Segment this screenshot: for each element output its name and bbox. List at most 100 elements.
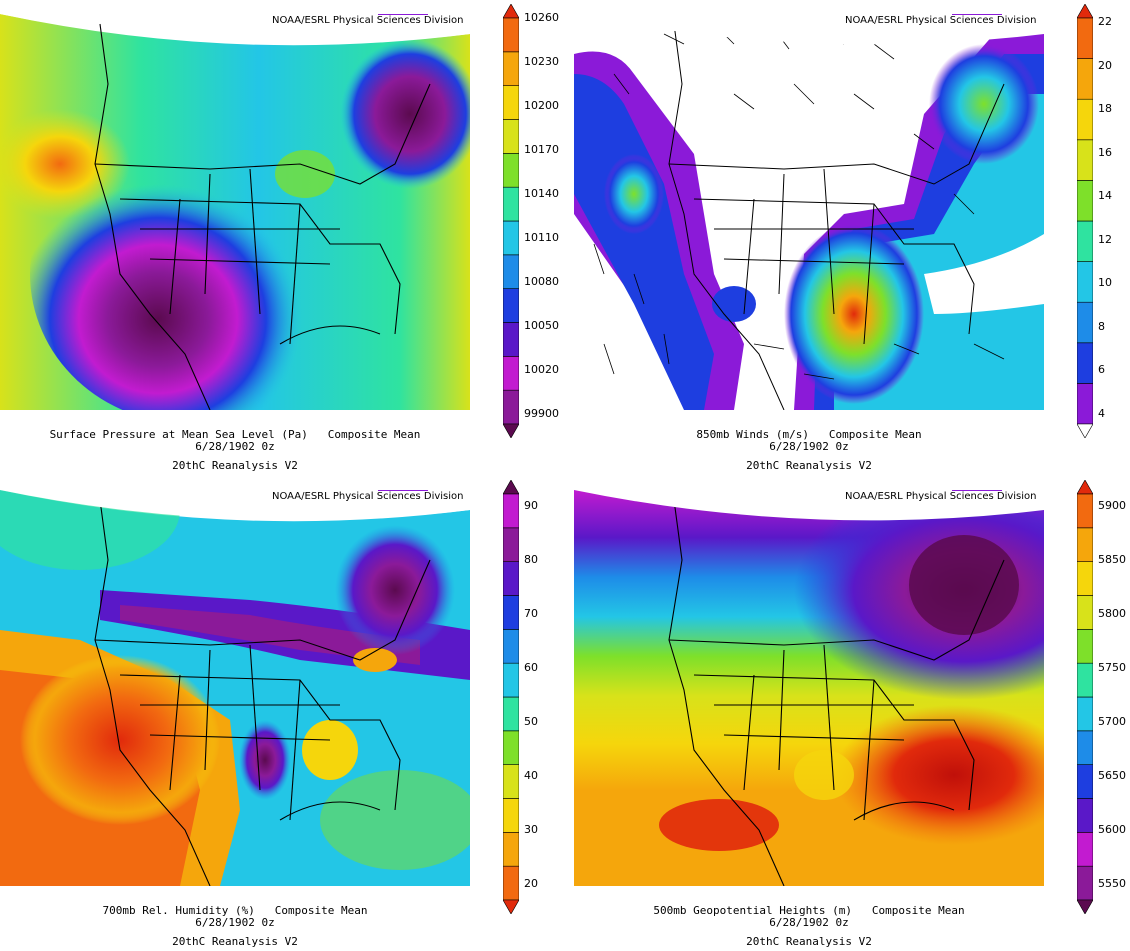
scale-tick-label: 30 <box>524 823 538 836</box>
scale-color-band <box>1077 798 1093 833</box>
rh-color-scale <box>503 480 519 914</box>
scale-tick-label: 10110 <box>524 231 559 244</box>
panel-credit: NOAA/ESRL Physical Sciences Division <box>845 491 1037 502</box>
panel-caption-line2: 6/28/1902 0z <box>769 916 849 929</box>
scale-tick-label: 10 <box>1098 276 1112 290</box>
scale-bottom-arrow <box>503 423 519 438</box>
panel-credit: NOAA/ESRL Physical Sciences Division <box>845 15 1037 26</box>
credit-underline <box>378 490 428 491</box>
scale-tick-label: 5550 <box>1098 877 1126 890</box>
scale-tick-label: 18 <box>1098 102 1112 116</box>
scale-color-band <box>1077 696 1093 732</box>
scale-tick-label: 8 <box>1098 319 1105 333</box>
scale-tick-label: 16 <box>1098 145 1112 159</box>
scale-color-band <box>1077 527 1093 562</box>
scale-color-band <box>503 696 519 732</box>
scale-tick-label: 6 <box>1098 363 1105 377</box>
scale-tick-label: 5850 <box>1098 553 1126 566</box>
coastline-lines <box>94 499 431 886</box>
scale-tick-label: 20 <box>1098 58 1112 72</box>
slp-color-scale <box>503 4 519 438</box>
scale-color-band <box>1077 342 1093 384</box>
credit-underline <box>952 490 1002 491</box>
credit-underline <box>378 14 428 15</box>
scale-bottom-arrow <box>1077 423 1093 438</box>
scale-tick-label: 5600 <box>1098 823 1126 836</box>
scale-top-arrow <box>1077 4 1093 19</box>
panel-caption-line1: Surface Pressure at Mean Sea Level (Pa) … <box>49 428 421 441</box>
scale-tick-label: 90 <box>524 499 538 512</box>
scale-color-band <box>1077 261 1093 303</box>
panel-caption-line3: 20thC Reanalysis V2 <box>172 459 298 472</box>
scale-color-band <box>503 220 519 256</box>
scale-tick-label: 22 <box>1098 15 1112 28</box>
coastline-lines <box>94 23 431 410</box>
panel-caption-line3: 20thC Reanalysis V2 <box>746 935 872 948</box>
scale-color-band <box>503 832 519 867</box>
scale-tick-label: 4 <box>1098 407 1105 420</box>
scale-color-band <box>1077 58 1093 100</box>
scale-color-band <box>503 865 519 901</box>
scale-color-band <box>503 153 519 188</box>
scale-color-band <box>1077 220 1093 262</box>
scale-color-band <box>1077 493 1093 529</box>
credit-underline <box>952 14 1002 15</box>
wind-vectors <box>593 18 1005 380</box>
panel-caption-line1: 500mb Geopotential Heights (m) Composite… <box>653 904 965 917</box>
scale-color-band <box>503 51 519 86</box>
scale-color-band <box>503 764 519 799</box>
scale-tick-label: 10200 <box>524 99 559 112</box>
panel-caption-line2: 6/28/1902 0z <box>195 916 275 929</box>
scale-color-band <box>503 288 519 323</box>
scale-color-band <box>503 119 519 154</box>
scale-tick-label: 10050 <box>524 319 559 332</box>
scale-color-band <box>503 527 519 562</box>
panel-credit: NOAA/ESRL Physical Sciences Division <box>272 491 464 502</box>
scale-bottom-arrow <box>503 899 519 914</box>
scale-tick-label: 50 <box>524 715 538 728</box>
scale-tick-label: 10230 <box>524 55 559 68</box>
scale-color-band <box>503 356 519 391</box>
panel-caption-line3: 20thC Reanalysis V2 <box>172 935 298 948</box>
scale-tick-label: 5650 <box>1098 769 1126 782</box>
panel-caption-line1: 700mb Rel. Humidity (%) Composite Mean <box>102 904 368 917</box>
scale-color-band <box>1077 139 1093 181</box>
winds-color-scale <box>1077 4 1093 438</box>
scale-color-band <box>1077 730 1093 765</box>
scale-color-band <box>503 254 519 289</box>
scale-tick-label: 5750 <box>1098 661 1126 674</box>
scale-tick-label: 70 <box>524 607 538 620</box>
scale-tick-label: 20 <box>524 877 538 890</box>
scale-color-band <box>503 595 519 630</box>
coastline-lines <box>668 23 1005 410</box>
scale-color-band <box>503 17 519 53</box>
panel-caption-line2: 6/28/1902 0z <box>195 440 275 453</box>
coastline-lines <box>668 499 1005 886</box>
scale-color-band <box>503 629 519 664</box>
scale-color-band <box>503 493 519 529</box>
scale-tick-label: 14 <box>1098 189 1112 203</box>
scale-color-band <box>1077 98 1093 141</box>
scale-tick-label: 10140 <box>524 187 559 200</box>
scale-tick-label: 60 <box>524 661 538 674</box>
scale-tick-label: 5800 <box>1098 607 1126 620</box>
scale-tick-label: 40 <box>524 769 538 782</box>
scale-color-band <box>1077 764 1093 799</box>
scale-color-band <box>503 389 519 425</box>
hgt-color-scale <box>1077 480 1093 914</box>
panel-caption-line2: 6/28/1902 0z <box>769 440 849 453</box>
scale-tick-label: 80 <box>524 553 538 566</box>
scale-bottom-arrow <box>1077 899 1093 914</box>
scale-color-band <box>503 186 519 222</box>
scale-color-band <box>1077 301 1093 344</box>
panel-caption-line1: 850mb Winds (m/s) Composite Mean <box>696 428 922 441</box>
winds-map <box>574 14 1044 410</box>
scale-color-band <box>1077 180 1093 222</box>
scale-tick-label: 99900 <box>524 407 559 420</box>
panel-caption-line3: 20thC Reanalysis V2 <box>746 459 872 472</box>
scale-tick-label: 10080 <box>524 275 559 288</box>
scale-tick-label: 5700 <box>1098 715 1126 728</box>
scale-top-arrow <box>1077 480 1093 495</box>
scale-color-band <box>503 322 519 357</box>
scale-color-band <box>503 85 519 120</box>
